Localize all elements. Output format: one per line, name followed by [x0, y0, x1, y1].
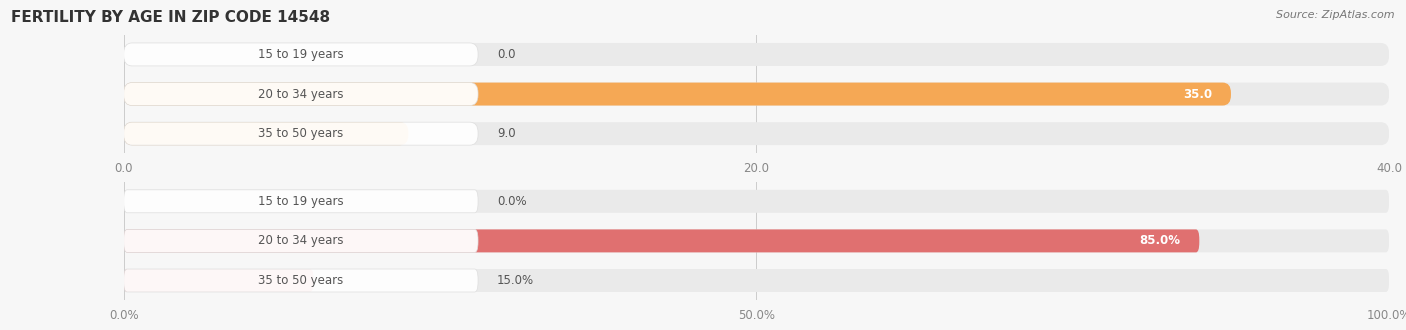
FancyBboxPatch shape	[124, 229, 478, 252]
Text: 85.0%: 85.0%	[1139, 234, 1181, 248]
FancyBboxPatch shape	[124, 269, 314, 292]
FancyBboxPatch shape	[124, 190, 1389, 213]
Text: 0.0%: 0.0%	[498, 195, 527, 208]
FancyBboxPatch shape	[124, 190, 478, 213]
Text: 9.0: 9.0	[498, 127, 516, 140]
Text: FERTILITY BY AGE IN ZIP CODE 14548: FERTILITY BY AGE IN ZIP CODE 14548	[11, 10, 330, 25]
Text: 15 to 19 years: 15 to 19 years	[259, 195, 343, 208]
FancyBboxPatch shape	[124, 229, 1389, 252]
Text: 0.0: 0.0	[498, 48, 516, 61]
Text: 15.0%: 15.0%	[498, 274, 534, 287]
FancyBboxPatch shape	[124, 269, 1389, 292]
Text: 15 to 19 years: 15 to 19 years	[259, 48, 343, 61]
FancyBboxPatch shape	[124, 122, 1389, 145]
FancyBboxPatch shape	[124, 82, 1389, 106]
Text: 20 to 34 years: 20 to 34 years	[259, 234, 343, 248]
FancyBboxPatch shape	[124, 43, 478, 66]
FancyBboxPatch shape	[124, 122, 478, 145]
Text: 35 to 50 years: 35 to 50 years	[259, 127, 343, 140]
FancyBboxPatch shape	[124, 82, 1232, 106]
Text: 35.0: 35.0	[1182, 87, 1212, 101]
Text: 35 to 50 years: 35 to 50 years	[259, 274, 343, 287]
FancyBboxPatch shape	[124, 122, 408, 145]
Text: Source: ZipAtlas.com: Source: ZipAtlas.com	[1277, 10, 1395, 20]
FancyBboxPatch shape	[124, 82, 478, 106]
Text: 20 to 34 years: 20 to 34 years	[259, 87, 343, 101]
FancyBboxPatch shape	[124, 43, 1389, 66]
FancyBboxPatch shape	[124, 269, 478, 292]
FancyBboxPatch shape	[124, 229, 1199, 252]
